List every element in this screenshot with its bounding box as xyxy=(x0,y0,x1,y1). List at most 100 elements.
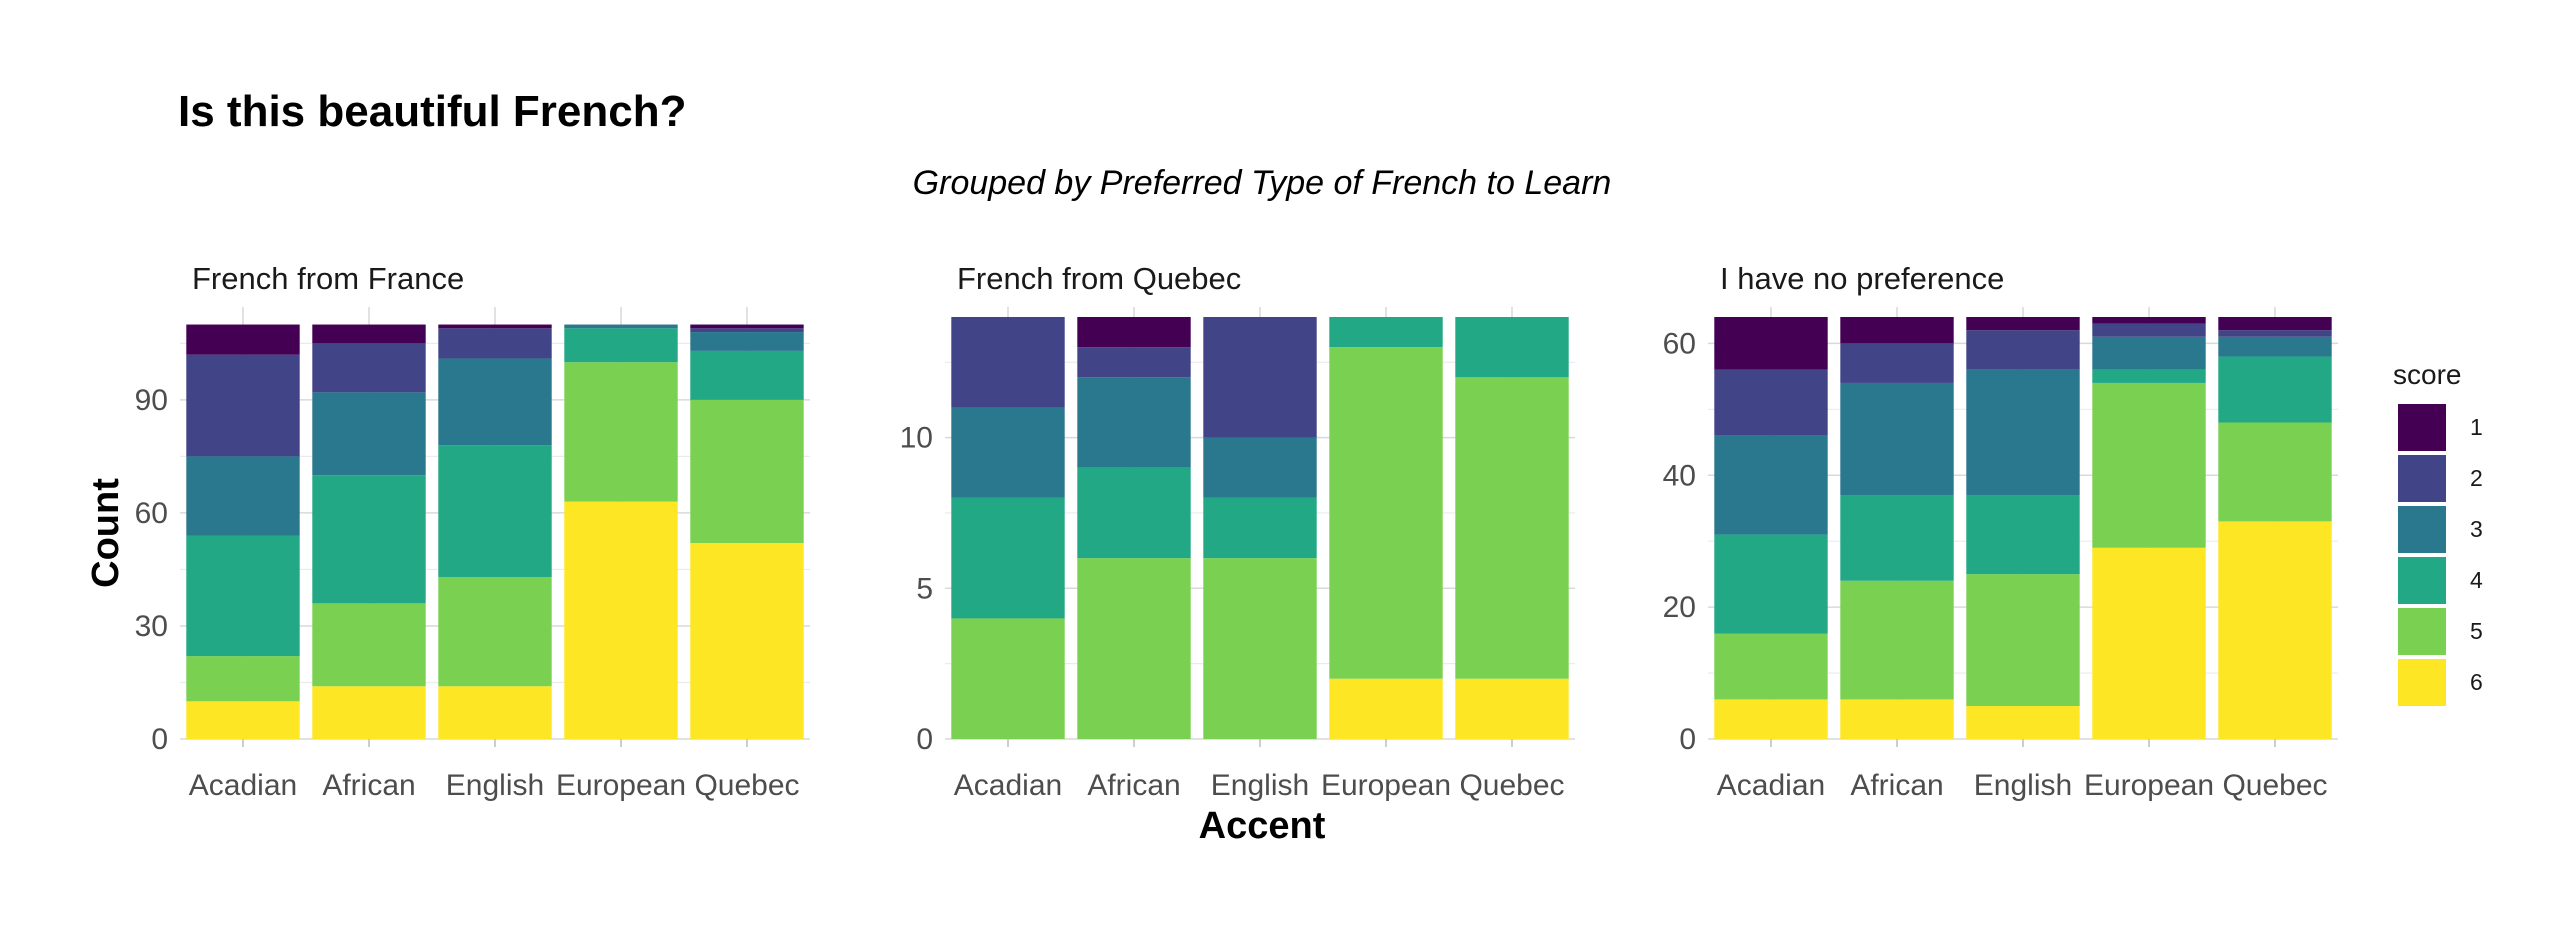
bar-acadian-score-4 xyxy=(951,497,1065,619)
bar-english-score-3 xyxy=(1203,437,1317,498)
bar-acadian-score-3 xyxy=(186,456,300,536)
bar-quebec-score-4 xyxy=(690,350,804,400)
x-tick-label: African xyxy=(322,769,415,802)
bar-acadian-score-6 xyxy=(1714,699,1828,739)
bar-english-score-2 xyxy=(1966,330,2080,370)
legend-key-3 xyxy=(2398,506,2446,553)
bar-acadian-score-2 xyxy=(186,354,300,457)
legend-label-2: 2 xyxy=(2470,465,2483,491)
bar-european-score-5 xyxy=(564,362,678,502)
bar-english-score-5 xyxy=(438,576,552,687)
y-tick-label: 0 xyxy=(916,723,933,756)
x-tick-label: European xyxy=(556,769,686,802)
bar-english-score-6 xyxy=(438,686,552,739)
bar-acadian-score-5 xyxy=(951,618,1065,739)
bar-english-score-4 xyxy=(1966,495,2080,575)
bar-quebec-score-3 xyxy=(690,332,804,351)
legend-label-3: 3 xyxy=(2470,516,2483,542)
bar-english-score-4 xyxy=(438,445,552,577)
bar-european-score-4 xyxy=(564,328,678,363)
legend: score 1 2 3 4 5 6 xyxy=(2393,359,2483,706)
bar-acadian-score-5 xyxy=(1714,633,1828,700)
bar-african-score-4 xyxy=(1840,495,1954,581)
y-tick-label: 0 xyxy=(151,723,168,756)
legend-key-2 xyxy=(2398,455,2446,502)
bar-quebec-score-6 xyxy=(1455,678,1569,739)
legend-label-4: 4 xyxy=(2470,567,2483,593)
facet-french-from-france: French from France 0 30 60 90 Acadian African E… xyxy=(135,261,810,802)
bar-european-score-4 xyxy=(1329,317,1443,348)
y-tick-label: 30 xyxy=(135,610,168,643)
bar-european-score-6 xyxy=(1329,678,1443,739)
legend-label-5: 5 xyxy=(2470,618,2483,644)
bar-english-score-6 xyxy=(1966,706,2080,739)
bar-quebec-score-5 xyxy=(2218,422,2332,522)
x-tick-label: European xyxy=(2084,769,2214,802)
bar-english-score-1 xyxy=(1966,317,2080,331)
bar-acadian-score-2 xyxy=(951,317,1065,408)
x-tick-label: Quebec xyxy=(694,769,799,802)
y-axis-title: Count xyxy=(85,478,127,588)
bar-quebec-score-6 xyxy=(2218,521,2332,739)
y-tick-label: 5 xyxy=(916,572,933,605)
bar-european-score-4 xyxy=(2092,369,2206,383)
legend-label-6: 6 xyxy=(2470,669,2483,695)
facet-label: French from Quebec xyxy=(957,261,1241,296)
x-tick-label: Acadian xyxy=(189,769,297,802)
bar-english-score-2 xyxy=(438,328,552,359)
bar-european-score-1 xyxy=(2092,317,2206,324)
facet-label: French from France xyxy=(192,261,464,296)
facet-panels: French from France 0 30 60 90 Acadian African E… xyxy=(135,261,2338,802)
bar-acadian-score-5 xyxy=(186,656,300,702)
x-tick-label: African xyxy=(1850,769,1943,802)
chart-subtitle: Grouped by Preferred Type of French to L… xyxy=(913,164,1612,202)
legend-title: score xyxy=(2393,359,2461,390)
y-tick-label: 0 xyxy=(1679,723,1696,756)
chart-title: Is this beautiful French? xyxy=(178,87,687,136)
bar-quebec-score-2 xyxy=(2218,330,2332,337)
bar-quebec-score-1 xyxy=(690,324,804,329)
bar-african-score-6 xyxy=(1840,699,1954,739)
x-tick-label: Acadian xyxy=(1717,769,1825,802)
bar-african-score-5 xyxy=(1840,580,1954,700)
bar-english-score-3 xyxy=(1966,369,2080,496)
legend-key-4 xyxy=(2398,557,2446,604)
x-tick-label: Quebec xyxy=(1459,769,1564,802)
bar-european-score-5 xyxy=(1329,347,1443,679)
bar-acadian-score-3 xyxy=(951,407,1065,498)
bar-european-score-3 xyxy=(2092,336,2206,370)
bar-african-score-4 xyxy=(312,475,426,604)
bar-acadian-score-1 xyxy=(186,324,300,355)
bar-african-score-1 xyxy=(1840,317,1954,344)
bar-acadian-score-4 xyxy=(186,535,300,657)
legend-key-1 xyxy=(2398,404,2446,451)
bar-european-score-6 xyxy=(2092,547,2206,739)
bar-english-score-5 xyxy=(1203,558,1317,739)
bar-quebec-score-4 xyxy=(1455,317,1569,378)
bar-english-score-4 xyxy=(1203,497,1317,559)
x-tick-label: African xyxy=(1087,769,1180,802)
y-tick-label: 90 xyxy=(135,384,168,417)
bar-african-score-5 xyxy=(312,603,426,687)
y-tick-label: 40 xyxy=(1663,459,1696,492)
bar-african-score-4 xyxy=(1077,467,1191,559)
bar-african-score-1 xyxy=(1077,317,1191,348)
x-tick-label: English xyxy=(1211,769,1309,802)
bar-acadian-score-4 xyxy=(1714,534,1828,634)
legend-label-1: 1 xyxy=(2470,414,2483,440)
bar-quebec-score-1 xyxy=(2218,317,2332,331)
x-tick-label: English xyxy=(446,769,544,802)
bar-quebec-score-5 xyxy=(1455,377,1569,679)
bar-english-score-3 xyxy=(438,358,552,446)
bar-african-score-2 xyxy=(1840,343,1954,383)
bar-quebec-score-2 xyxy=(690,328,804,333)
y-tick-label: 20 xyxy=(1663,591,1696,624)
bar-african-score-3 xyxy=(312,392,426,476)
bar-european-score-6 xyxy=(564,501,678,739)
facet-i-have-no-preference: I have no preference 0 20 40 60 Acadian Africa… xyxy=(1663,261,2338,802)
bar-acadian-score-3 xyxy=(1714,435,1828,535)
x-tick-label: Quebec xyxy=(2222,769,2327,802)
bar-european-score-2 xyxy=(2092,323,2206,337)
bar-african-score-3 xyxy=(1840,382,1954,496)
